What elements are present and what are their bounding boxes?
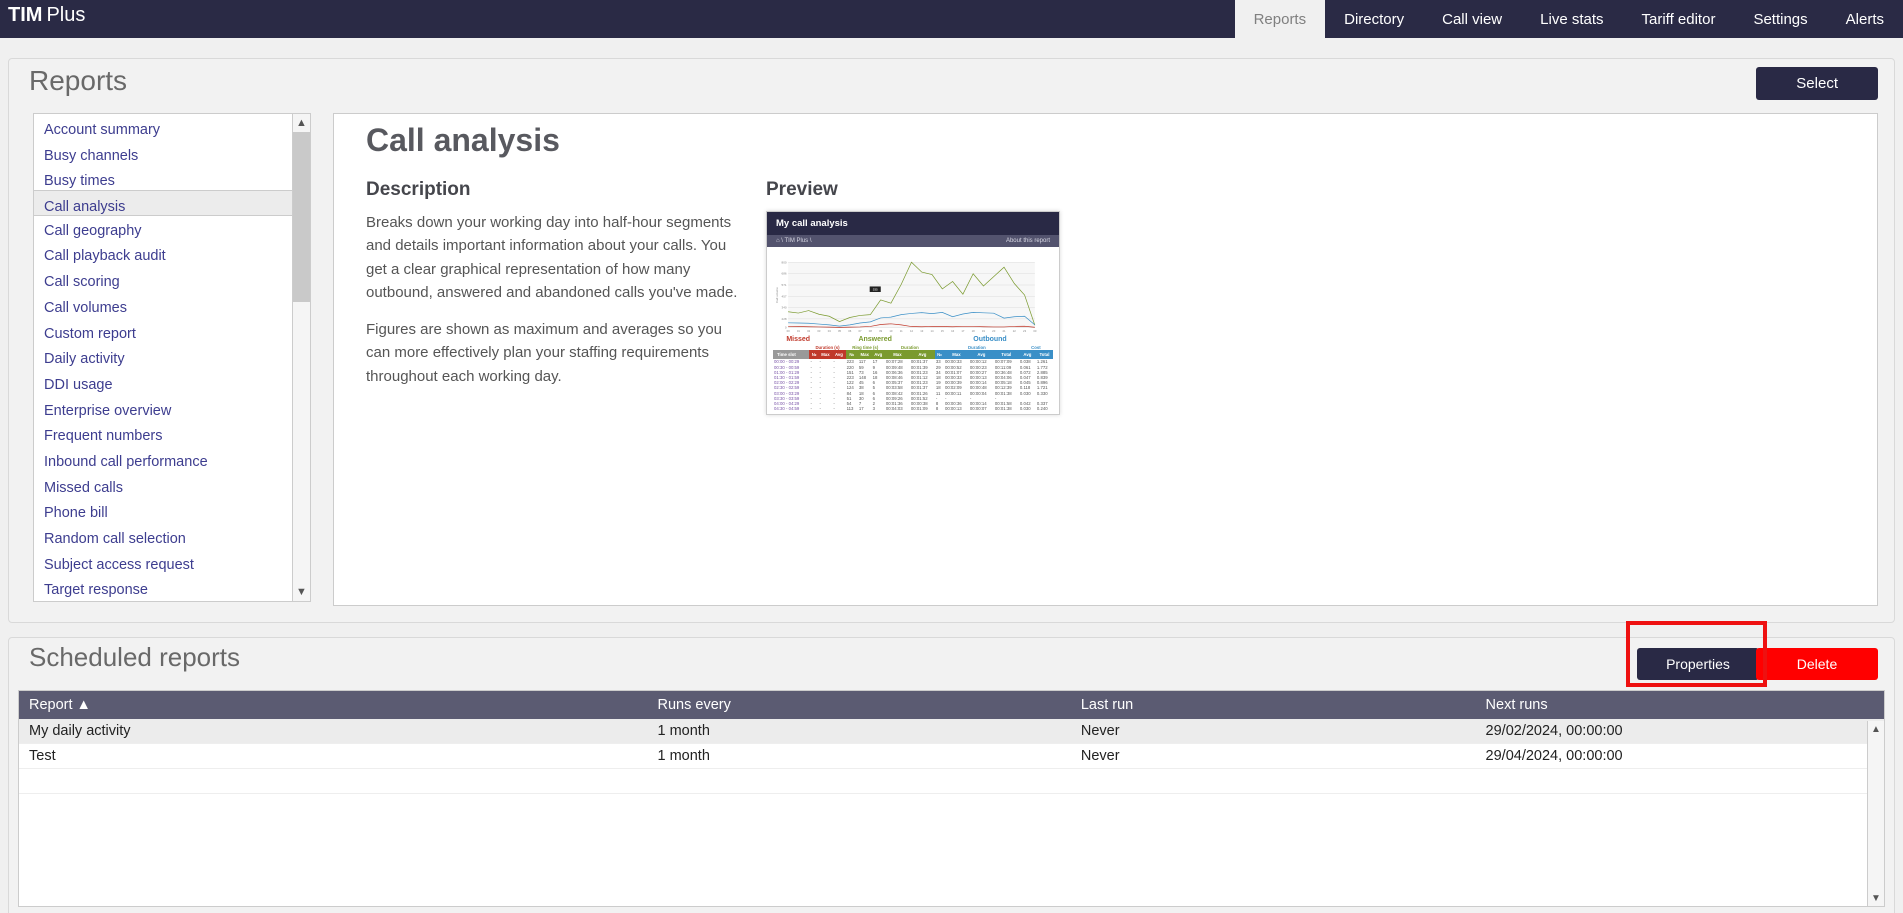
svg-text:08: 08 [869,329,873,333]
svg-text:06: 06 [848,329,852,333]
svg-text:19: 19 [982,329,986,333]
svg-text:14: 14 [930,329,934,333]
svg-text:Call volume: Call volume [775,287,779,303]
svg-text:535: 535 [873,287,878,291]
svg-text:457: 457 [782,294,787,298]
svg-text:12: 12 [910,329,914,333]
svg-text:00: 00 [1033,329,1037,333]
svg-text:21: 21 [1003,329,1007,333]
svg-text:0: 0 [785,326,787,330]
svg-text:800: 800 [782,260,787,264]
svg-text:228: 228 [782,317,787,321]
svg-text:571: 571 [782,283,787,287]
svg-text:23: 23 [1023,329,1027,333]
svg-text:10: 10 [889,329,893,333]
svg-text:04: 04 [828,329,832,333]
svg-text:22: 22 [1013,329,1017,333]
svg-text:09: 09 [879,329,883,333]
svg-text:16: 16 [951,329,955,333]
svg-text:02: 02 [807,329,811,333]
svg-text:17: 17 [961,329,965,333]
svg-text:340: 340 [782,306,787,310]
svg-text:07: 07 [859,329,863,333]
svg-text:13: 13 [920,329,924,333]
svg-text:20: 20 [992,329,996,333]
svg-text:05: 05 [838,329,842,333]
svg-text:03: 03 [817,329,821,333]
svg-text:00: 00 [787,329,791,333]
svg-text:11: 11 [900,329,903,333]
svg-text:18: 18 [972,329,976,333]
svg-text:01: 01 [797,329,801,333]
svg-text:686: 686 [782,272,787,276]
svg-text:15: 15 [941,329,945,333]
